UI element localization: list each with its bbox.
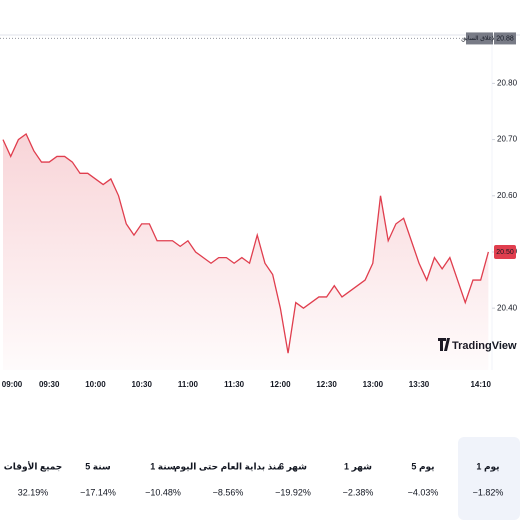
x-tick-label: 10:00 bbox=[85, 380, 106, 389]
x-tick-label: 12:30 bbox=[316, 380, 337, 389]
y-tick-label: 20.60 bbox=[497, 191, 518, 200]
x-tick-label: 13:00 bbox=[363, 380, 384, 389]
x-tick-label: 10:30 bbox=[131, 380, 152, 389]
x-tick-label: 11:30 bbox=[224, 380, 245, 389]
prev-close-value: 20.88 bbox=[496, 35, 514, 42]
x-tick-label: 14:10 bbox=[470, 380, 491, 389]
period-label[interactable]: 5 سنة bbox=[85, 461, 111, 471]
period-label[interactable]: منذ بداية العام حتى اليوم bbox=[174, 461, 282, 472]
period-change: 32.19% bbox=[18, 487, 49, 497]
period-change: −10.48% bbox=[145, 487, 181, 497]
price-line bbox=[2, 132, 490, 354]
last-price-badge bbox=[494, 244, 516, 259]
last-price-label: 20.50 bbox=[496, 249, 514, 256]
area bbox=[3, 133, 489, 370]
x-tick-label: 11:00 bbox=[178, 380, 199, 389]
x-tick-label: 09:30 bbox=[39, 380, 60, 389]
period-tab-selected bbox=[458, 437, 520, 520]
period-label[interactable]: جميع الأوقات bbox=[4, 460, 63, 472]
period-change: −4.03% bbox=[408, 487, 439, 497]
prev-close-value-badge bbox=[494, 32, 516, 45]
period-label[interactable]: 1 سنة bbox=[150, 461, 176, 471]
prev-close-badge bbox=[466, 32, 493, 45]
period-change: −2.38% bbox=[343, 487, 374, 497]
period-change: −8.56% bbox=[213, 487, 244, 497]
x-tick-label: 13:30 bbox=[409, 380, 430, 389]
period-label[interactable]: 6 شهر bbox=[279, 461, 307, 472]
x-tick-label: 12:00 bbox=[270, 380, 291, 389]
y-tick-label: 20.80 bbox=[497, 78, 518, 87]
y-tick-label: 20.70 bbox=[497, 135, 518, 144]
period-label[interactable]: 1 يوم bbox=[476, 461, 499, 472]
period-change: −1.82% bbox=[473, 487, 504, 497]
period-label[interactable]: 5 يوم bbox=[411, 461, 434, 472]
period-label[interactable]: 1 شهر bbox=[344, 461, 372, 472]
period-change: −17.14% bbox=[80, 487, 116, 497]
period-change: −19.92% bbox=[275, 487, 311, 497]
y-tick-label: 20.40 bbox=[497, 303, 518, 312]
prev-close-text: الإغلاق السابق bbox=[461, 35, 497, 42]
x-tick-label: 09:00 bbox=[2, 380, 23, 389]
